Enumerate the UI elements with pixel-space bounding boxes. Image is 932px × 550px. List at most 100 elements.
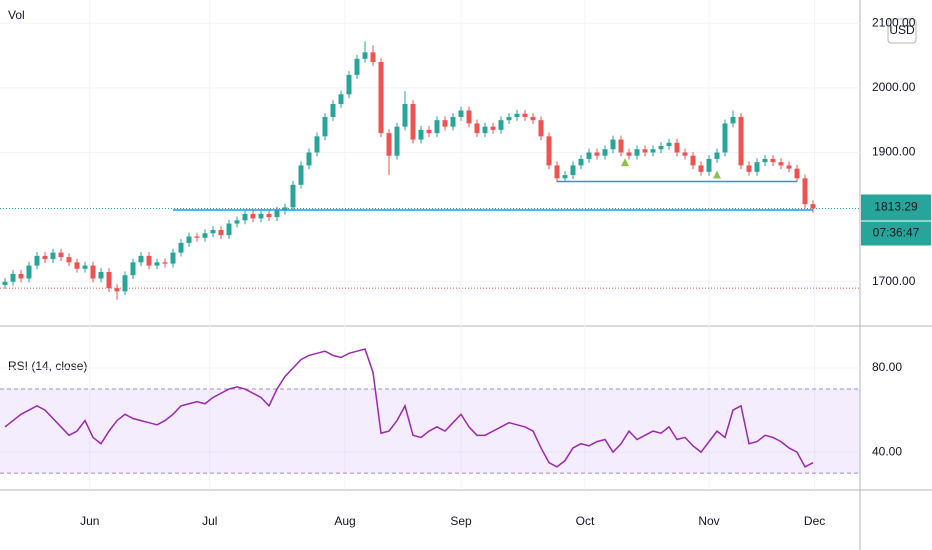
candle-body <box>210 230 216 234</box>
signal-marker <box>621 158 629 167</box>
candle-body <box>330 104 336 117</box>
candle-body <box>154 262 160 266</box>
last-price-box <box>861 194 931 221</box>
candle-body <box>802 178 808 205</box>
candle-body <box>610 139 616 150</box>
candle-body <box>394 126 400 156</box>
candle-body <box>274 210 280 218</box>
candle-body <box>442 120 448 127</box>
candle-body <box>170 252 176 264</box>
candle-body <box>298 165 304 185</box>
currency-box[interactable] <box>887 18 917 44</box>
y-tick-label: 80.00 <box>872 360 902 374</box>
candle-body <box>666 142 672 147</box>
candle-body <box>338 94 344 105</box>
candle-body <box>242 213 248 221</box>
y-tick-label: 2000.00 <box>872 80 916 94</box>
candle-body <box>194 236 200 238</box>
candle-body <box>378 62 384 134</box>
candle-body <box>10 273 16 282</box>
candle-body <box>658 146 664 150</box>
candle-body <box>762 158 768 163</box>
candle-body <box>290 184 296 208</box>
x-tick-label: Sep <box>450 514 472 528</box>
candle-body <box>226 223 232 236</box>
candle-body <box>314 136 320 153</box>
candle-body <box>754 162 760 172</box>
x-tick-label: Nov <box>698 514 719 528</box>
candle-body <box>690 155 696 166</box>
candle-body <box>90 265 96 279</box>
candle-body <box>738 116 744 166</box>
candle-body <box>786 165 792 169</box>
candle-body <box>34 255 40 266</box>
candle-body <box>130 262 136 276</box>
y-tick-label: 40.00 <box>872 444 902 458</box>
candle-body <box>322 116 328 137</box>
candle-body <box>706 158 712 172</box>
candle-body <box>346 74 352 95</box>
candle-body <box>178 242 184 253</box>
candle-body <box>490 126 496 130</box>
countdown-box <box>861 221 931 246</box>
candle-body <box>266 213 272 218</box>
candle-body <box>722 123 728 153</box>
candle-body <box>282 207 288 211</box>
candle-body <box>122 275 128 292</box>
candle-body <box>626 152 632 156</box>
candle-body <box>618 139 624 153</box>
candle-body <box>402 104 408 127</box>
y-tick-label: 1900.00 <box>872 145 916 159</box>
candle-body <box>66 257 72 263</box>
candle-body <box>106 272 112 289</box>
candle-body <box>698 165 704 172</box>
candle-body <box>146 255 152 266</box>
volume-label: Vol <box>8 8 25 22</box>
candle-body <box>354 58 360 75</box>
candle-body <box>466 110 472 124</box>
candle-body <box>714 152 720 159</box>
countdown-label: 07:36:47 <box>873 226 920 240</box>
candle-body <box>218 230 224 236</box>
candle-body <box>410 104 416 140</box>
candle-body <box>730 116 736 124</box>
y-tick-label: 2100.00 <box>872 15 916 29</box>
candle-body <box>42 255 48 260</box>
candle-body <box>386 133 392 156</box>
candle-body <box>538 120 544 137</box>
candle-body <box>546 136 552 166</box>
candle-body <box>434 120 440 134</box>
candle-body <box>594 152 600 156</box>
candle-body <box>418 129 424 140</box>
candle-body <box>138 255 144 263</box>
candle-body <box>26 265 32 279</box>
candle-body <box>578 158 584 166</box>
candle-body <box>162 262 168 264</box>
candle-body <box>522 113 528 117</box>
candle-body <box>202 233 208 238</box>
candle-body <box>770 158 776 163</box>
x-tick-label: Dec <box>804 514 825 528</box>
candle-body <box>458 110 464 117</box>
candle-body <box>234 220 240 224</box>
candle-body <box>482 126 488 134</box>
candle-body <box>250 213 256 219</box>
rsi-title: RSI (14, close) <box>8 359 87 373</box>
candle-body <box>530 116 536 121</box>
candle-body <box>562 175 568 179</box>
candle-body <box>514 113 520 117</box>
rsi-line <box>4 348 814 468</box>
candle-body <box>498 120 504 130</box>
candle-body <box>506 116 512 121</box>
y-tick-label: 1700.00 <box>872 274 916 288</box>
candle-body <box>450 116 456 127</box>
candle-body <box>474 123 480 134</box>
candle-body <box>642 149 648 153</box>
candle-body <box>794 168 800 179</box>
candle-body <box>746 165 752 172</box>
candle-body <box>570 165 576 176</box>
currency[interactable]: USD <box>889 23 915 37</box>
last-price-label: 1813.29 <box>874 200 918 214</box>
